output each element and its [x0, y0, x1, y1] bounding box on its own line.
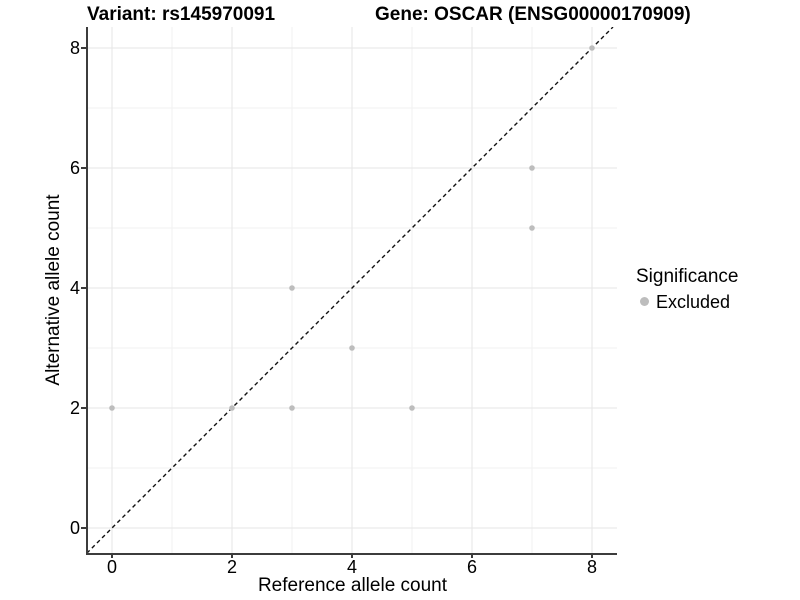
y-tick-label: 6: [69, 158, 80, 178]
legend-item-label: Excluded: [656, 292, 731, 312]
y-tick-mark: [81, 167, 86, 169]
x-tick-label: 2: [226, 557, 237, 577]
x-tick-mark: [591, 553, 593, 558]
legend-items: Excluded: [636, 291, 796, 313]
data-point: [289, 285, 295, 291]
x-tick-label: 6: [466, 557, 477, 577]
y-tick-mark: [81, 47, 86, 49]
legend-point-icon: [640, 297, 649, 306]
data-point: [409, 405, 415, 411]
data-point: [349, 345, 355, 351]
y-tick-mark: [81, 407, 86, 409]
x-tick-label: 8: [586, 557, 597, 577]
x-tick-label: 0: [106, 557, 117, 577]
x-tick-mark: [351, 553, 353, 558]
y-tick-mark: [81, 287, 86, 289]
y-tick-label: 4: [69, 278, 80, 298]
legend: Significance Excluded: [636, 266, 796, 313]
data-point: [289, 405, 295, 411]
x-tick-mark: [111, 553, 113, 558]
y-tick-label: 2: [69, 398, 80, 418]
identity-dashed-line: [88, 27, 614, 553]
x-tick-mark: [231, 553, 233, 558]
x-tick-mark: [471, 553, 473, 558]
data-point: [529, 165, 535, 171]
data-point: [589, 45, 595, 51]
y-tick-mark: [81, 527, 86, 529]
y-tick-label: 8: [69, 38, 80, 58]
variant-title: Variant: rs145970091: [87, 4, 276, 25]
gene-title: Gene: OSCAR (ENSG00000170909): [375, 4, 691, 25]
x-axis-title: Reference allele count: [257, 575, 448, 596]
data-point: [109, 405, 115, 411]
x-tick-label: 4: [346, 557, 357, 577]
plot-panel: [86, 27, 617, 555]
legend-title: Significance: [636, 266, 739, 287]
y-tick-label: 0: [69, 518, 80, 538]
data-point: [529, 225, 535, 231]
data-point: [229, 405, 235, 411]
scatter-plot-svg: [88, 27, 617, 553]
legend-item: Excluded: [636, 291, 796, 313]
